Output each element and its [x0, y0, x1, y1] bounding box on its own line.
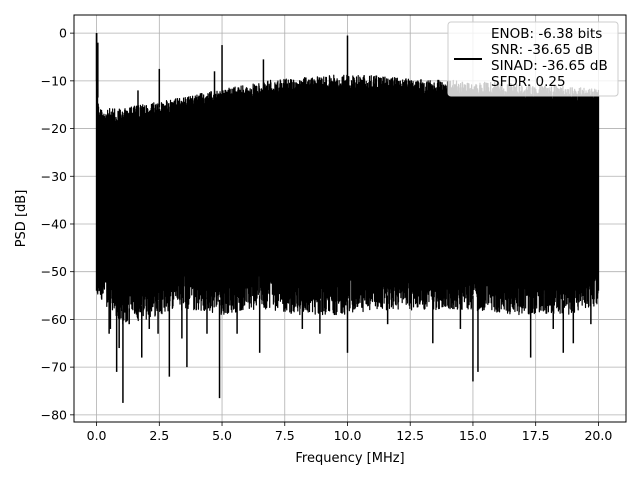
- y-tick-label: 0: [59, 26, 67, 41]
- plot-frame: [73, 14, 627, 423]
- y-tick-label: −80: [41, 407, 67, 422]
- y-tick-label: −20: [41, 121, 67, 136]
- legend: ENOB: -6.38 bits SNR: -36.65 dB SINAD: -…: [447, 21, 619, 97]
- legend-box: [447, 21, 619, 97]
- legend-line-snr: SNR: -36.65 dB: [491, 42, 593, 58]
- x-tick-label: 0.0: [87, 428, 107, 443]
- y-tick-label: −30: [41, 169, 67, 184]
- y-tick-label: −50: [41, 264, 67, 279]
- y-tick-label: −40: [41, 216, 67, 231]
- x-tick-label: 20.0: [584, 428, 612, 443]
- x-axis-label: Frequency [MHz]: [295, 451, 404, 466]
- x-tick-label: 17.5: [522, 428, 550, 443]
- psd-noise-core: [96, 95, 599, 291]
- y-axis-label: PSD [dB]: [14, 190, 29, 248]
- x-tick-label: 2.5: [149, 428, 169, 443]
- legend-line-enob: ENOB: -6.38 bits: [491, 26, 602, 42]
- x-tick-label: 12.5: [396, 428, 424, 443]
- legend-line-sinad: SINAD: -36.65 dB: [491, 58, 608, 74]
- y-tick-label: −70: [41, 360, 67, 375]
- x-tick-label: 10.0: [334, 428, 362, 443]
- y-tick-label: −60: [41, 312, 67, 327]
- y-tick-label: −10: [41, 73, 67, 88]
- x-tick-label: 15.0: [459, 428, 487, 443]
- legend-line-sfdr: SFDR: 0.25: [491, 74, 566, 90]
- x-tick-label: 5.0: [212, 428, 232, 443]
- y-axis-ticks: 0 −10 −20 −30 −40 −50 −60 −70 −80: [41, 26, 74, 422]
- x-tick-label: 7.5: [275, 428, 295, 443]
- x-axis-ticks: 0.0 2.5 5.0 7.5 10.0 12.5 15.0 17.5 20.0: [87, 422, 612, 443]
